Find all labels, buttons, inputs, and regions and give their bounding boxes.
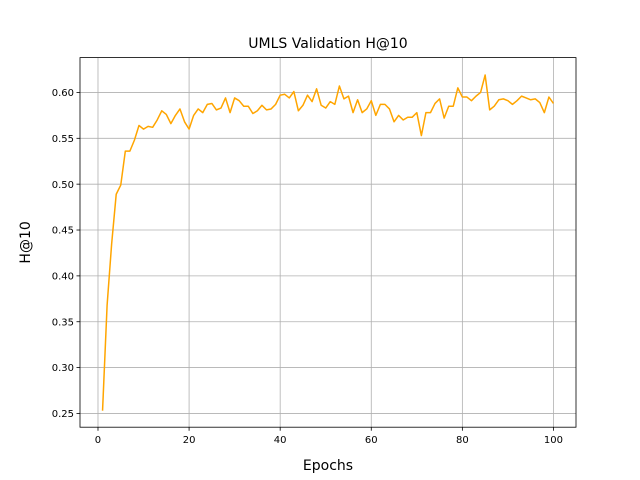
y-tick-label: 0.40: [52, 271, 74, 282]
chart-title: UMLS Validation H@10: [248, 36, 407, 52]
y-tick-label: 0.55: [52, 134, 74, 145]
y-tick-label: 0.50: [52, 180, 74, 191]
x-tick-label: 60: [365, 435, 378, 446]
x-axis-title: Epochs: [303, 458, 353, 474]
series-line: [101, 74, 555, 411]
y-axis-title: H@10: [18, 221, 34, 263]
x-tick-label: 20: [183, 435, 196, 446]
y-tick-label: 0.45: [52, 226, 74, 237]
y-tick-label: 0.60: [52, 88, 74, 99]
grid: [80, 57, 576, 428]
y-axis-ticks: 0.25 0.30 0.35 0.40 0.45 0.50 0.55 0.60: [52, 88, 80, 420]
y-tick-label: 0.25: [52, 409, 74, 420]
series-line-group: [101, 74, 555, 411]
x-tick-label: 0: [95, 435, 101, 446]
y-tick-label: 0.30: [52, 363, 74, 374]
x-tick-label: 40: [274, 435, 287, 446]
y-tick-label: 0.35: [52, 317, 74, 328]
x-tick-label: 80: [456, 435, 469, 446]
plot-frame: [79, 57, 577, 428]
x-axis-ticks: 0 20 40 60 80 100: [95, 427, 563, 446]
x-tick-label: 100: [544, 435, 563, 446]
